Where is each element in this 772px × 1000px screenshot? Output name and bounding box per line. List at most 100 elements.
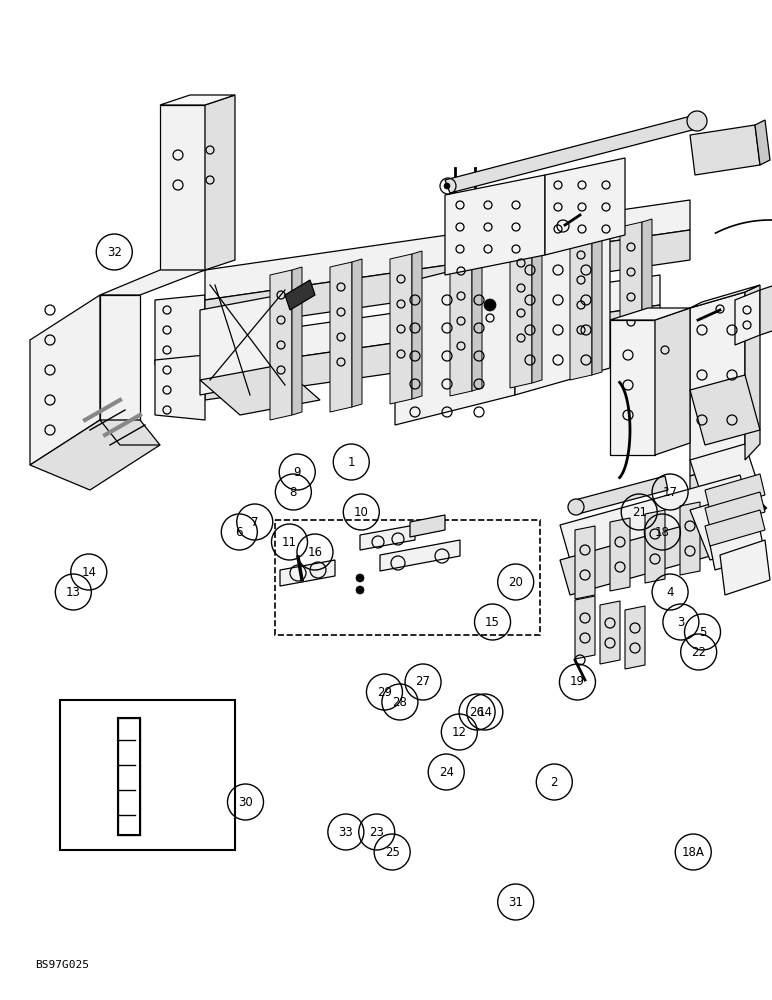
Text: 23: 23 <box>369 826 384 838</box>
Bar <box>60 700 235 850</box>
Polygon shape <box>760 285 772 335</box>
Polygon shape <box>545 158 625 255</box>
Polygon shape <box>592 227 602 375</box>
Text: 14: 14 <box>477 706 493 718</box>
Text: 18: 18 <box>655 526 670 538</box>
Polygon shape <box>655 308 690 455</box>
Polygon shape <box>30 295 100 465</box>
Polygon shape <box>710 530 765 570</box>
Text: 2: 2 <box>550 776 558 788</box>
Polygon shape <box>270 270 292 420</box>
Polygon shape <box>610 320 655 455</box>
Text: 13: 13 <box>66 586 81 598</box>
Polygon shape <box>280 560 335 586</box>
Polygon shape <box>690 285 760 308</box>
Polygon shape <box>100 270 205 295</box>
Text: 17: 17 <box>662 486 678 498</box>
Circle shape <box>444 183 450 189</box>
Text: 8: 8 <box>290 486 297 498</box>
Text: 33: 33 <box>338 826 354 838</box>
Polygon shape <box>625 606 645 669</box>
Polygon shape <box>690 125 760 175</box>
Text: 16: 16 <box>307 546 323 558</box>
Polygon shape <box>560 475 750 560</box>
Polygon shape <box>705 492 765 528</box>
Polygon shape <box>735 290 760 345</box>
Text: 11: 11 <box>282 536 297 548</box>
Polygon shape <box>292 267 302 415</box>
Circle shape <box>356 574 364 582</box>
Polygon shape <box>200 365 320 415</box>
Polygon shape <box>575 526 595 599</box>
Polygon shape <box>205 95 235 270</box>
Polygon shape <box>642 219 652 367</box>
Text: 29: 29 <box>377 686 392 698</box>
Polygon shape <box>690 292 745 476</box>
Polygon shape <box>445 115 700 193</box>
Polygon shape <box>570 230 592 380</box>
Polygon shape <box>100 420 160 445</box>
Polygon shape <box>690 460 745 506</box>
Text: 25: 25 <box>384 846 400 858</box>
Polygon shape <box>560 510 750 595</box>
Circle shape <box>484 299 496 311</box>
Polygon shape <box>155 355 205 420</box>
Polygon shape <box>205 200 690 300</box>
Text: 31: 31 <box>508 896 523 908</box>
Text: 18A: 18A <box>682 846 705 858</box>
Text: 30: 30 <box>238 796 253 808</box>
Text: 21: 21 <box>631 506 647 518</box>
Polygon shape <box>410 515 445 537</box>
Polygon shape <box>380 540 460 571</box>
Polygon shape <box>445 175 545 275</box>
Circle shape <box>568 499 584 515</box>
Text: 22: 22 <box>691 646 706 658</box>
Text: 4: 4 <box>666 586 674 598</box>
Text: 24: 24 <box>438 766 454 778</box>
Text: 15: 15 <box>485 615 500 629</box>
Polygon shape <box>412 251 422 399</box>
Polygon shape <box>515 228 610 395</box>
Circle shape <box>356 586 364 594</box>
Text: 28: 28 <box>392 696 408 708</box>
Polygon shape <box>575 476 668 514</box>
Circle shape <box>687 111 707 131</box>
Text: BS97G025: BS97G025 <box>35 960 89 970</box>
Text: 7: 7 <box>251 516 259 528</box>
Polygon shape <box>160 95 235 105</box>
Text: 14: 14 <box>81 566 96 579</box>
Polygon shape <box>600 601 620 664</box>
Text: 3: 3 <box>677 615 685 629</box>
Text: 9: 9 <box>293 466 301 479</box>
Text: 1: 1 <box>347 456 355 468</box>
Text: 27: 27 <box>415 675 431 688</box>
Polygon shape <box>200 295 280 395</box>
Polygon shape <box>720 540 770 595</box>
Polygon shape <box>690 495 760 560</box>
Polygon shape <box>390 254 412 404</box>
Polygon shape <box>755 120 770 165</box>
Polygon shape <box>610 308 690 320</box>
Polygon shape <box>205 275 660 370</box>
Polygon shape <box>205 230 690 330</box>
Polygon shape <box>680 502 700 575</box>
Polygon shape <box>610 518 630 591</box>
Text: 12: 12 <box>452 726 467 738</box>
Polygon shape <box>160 105 205 270</box>
Polygon shape <box>360 525 415 550</box>
Polygon shape <box>645 510 665 583</box>
Polygon shape <box>532 235 542 383</box>
Polygon shape <box>285 280 315 310</box>
Polygon shape <box>118 718 140 835</box>
Polygon shape <box>330 262 352 412</box>
Polygon shape <box>705 510 765 546</box>
Polygon shape <box>100 295 140 420</box>
Text: 5: 5 <box>699 626 706 639</box>
Polygon shape <box>450 246 472 396</box>
Polygon shape <box>575 596 595 659</box>
Polygon shape <box>690 375 760 445</box>
Text: 19: 19 <box>570 675 585 688</box>
Text: 6: 6 <box>235 526 243 538</box>
Polygon shape <box>205 305 660 400</box>
Polygon shape <box>30 420 160 490</box>
